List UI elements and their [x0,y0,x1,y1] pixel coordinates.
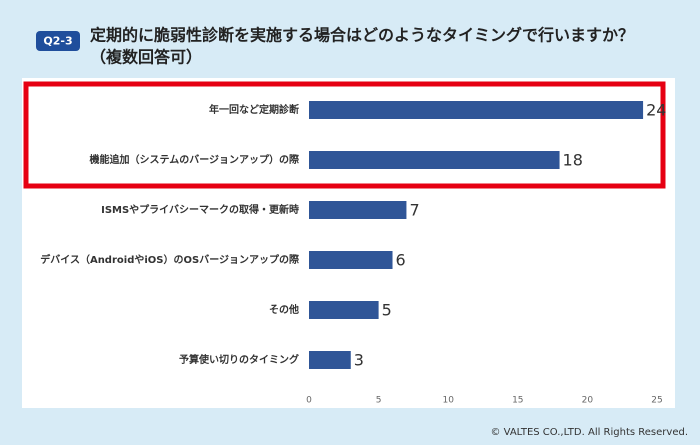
y-tick-label: 年一回など定期診断 [209,103,299,116]
y-tick-label: デバイス（AndroidやiOS）のOSバージョンアップの際 [40,253,299,266]
value-label: 7 [409,201,419,220]
y-tick-label: ISMSやプライバシーマークの取得・更新時 [101,203,299,216]
x-tick-label: 0 [306,396,312,406]
x-tick-label: 10 [442,396,454,406]
bar [309,351,351,369]
y-tick-label: 機能追加（システムのバージョンアップ）の際 [90,153,300,166]
y-tick-label: 予算使い切りのタイミング [179,353,299,366]
highlight-box [23,81,666,189]
value-label: 24 [646,101,666,120]
chart-subtitle: （複数回答可） [90,48,202,67]
bar [309,251,393,269]
x-tick-label: 15 [512,396,523,406]
value-label: 6 [396,251,406,270]
y-tick-label: その他 [269,303,299,316]
bar [309,301,379,319]
value-label: 18 [563,151,583,170]
footer: © VALTES CO.,LTD. All Rights Reserved. [490,427,688,438]
x-tick-label: 5 [376,396,382,406]
value-label: 5 [382,301,392,320]
bar [309,101,644,119]
x-tick-label: 25 [651,396,662,406]
badge: Q2-3 [43,35,72,48]
bar [309,201,407,219]
value-label: 3 [354,351,364,370]
bar [309,151,560,169]
badge-box [36,31,80,51]
chart-title: 定期的に脆弱性診断を実施する場合はどのようなタイミングで行いますか？ [89,26,634,45]
x-tick-label: 20 [582,396,594,406]
